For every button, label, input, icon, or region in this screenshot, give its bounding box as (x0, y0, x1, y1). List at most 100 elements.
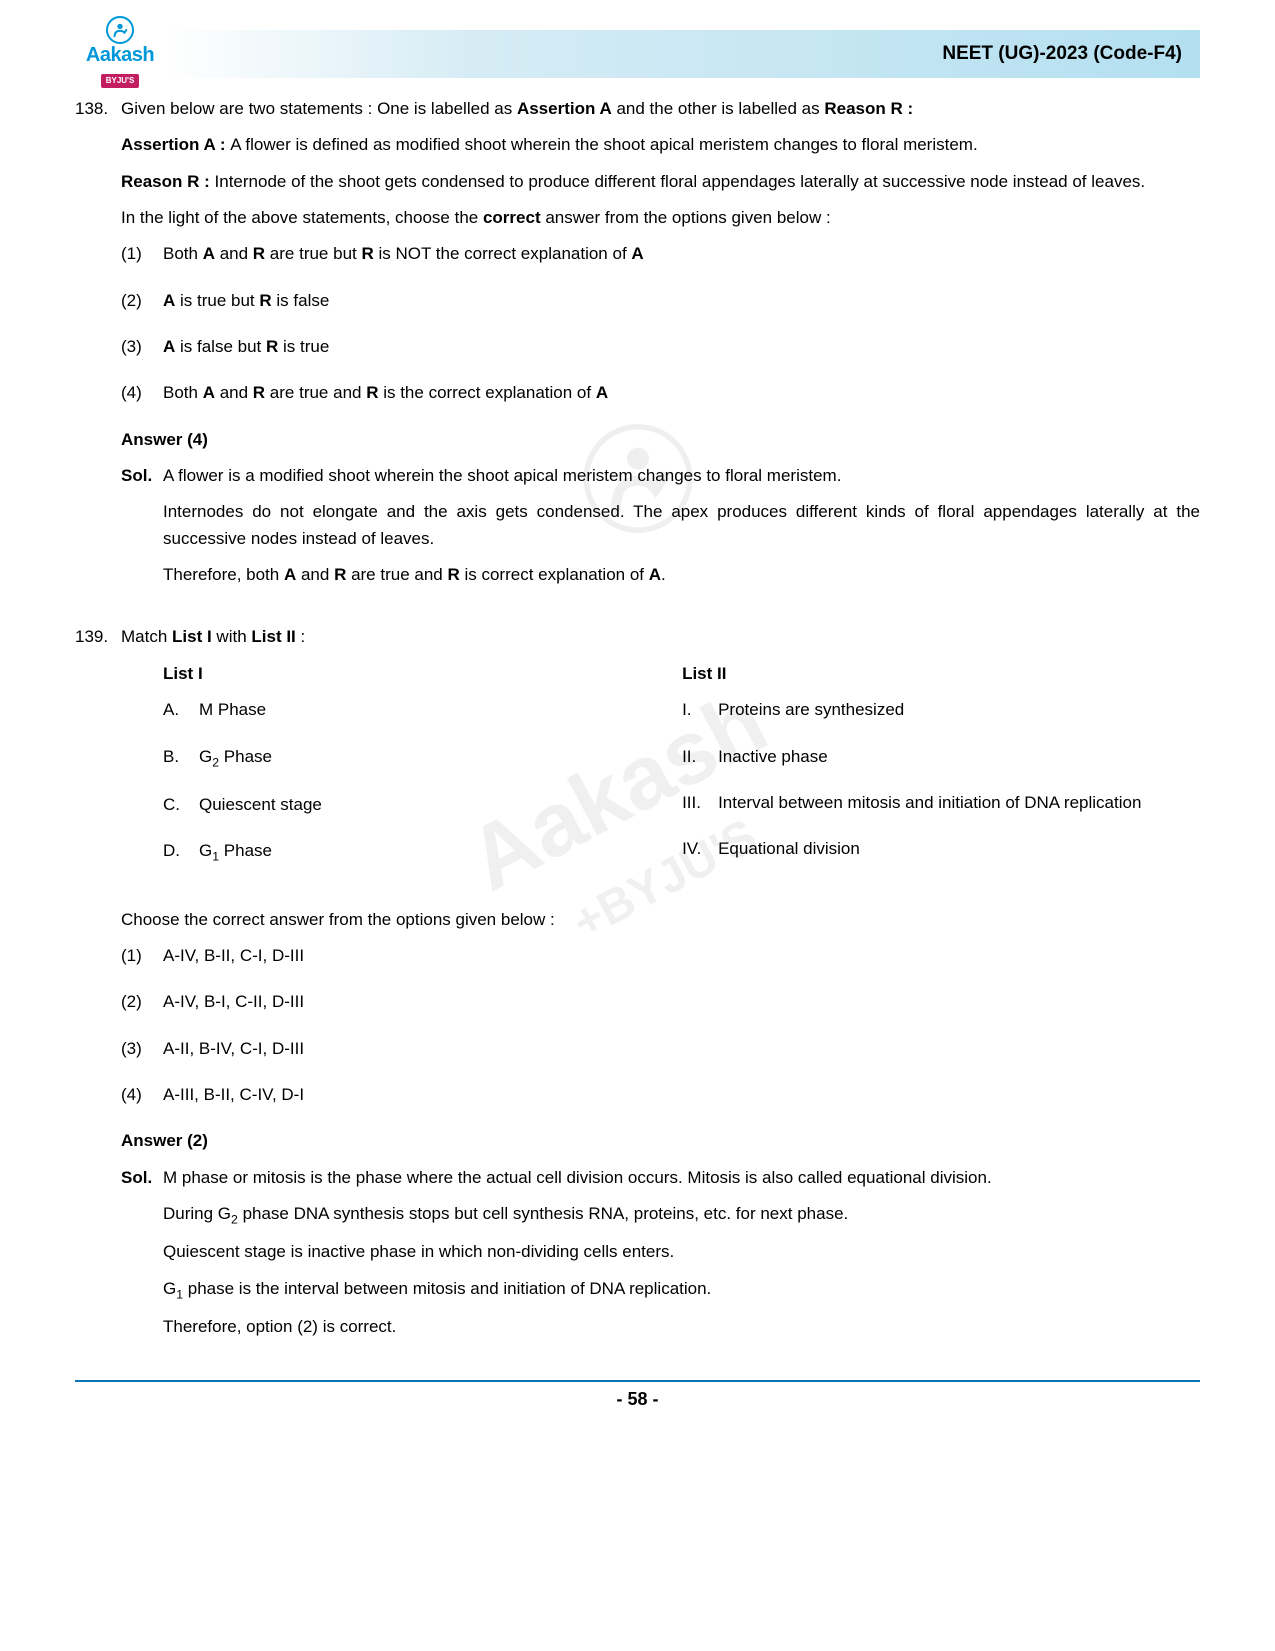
option-text: A-III, B-II, C-IV, D-I (163, 1082, 1200, 1108)
text: and (215, 244, 253, 263)
option-text: A is false but R is true (163, 334, 1200, 360)
bold-text: A (631, 244, 643, 263)
option-number: (2) (121, 989, 163, 1015)
option-number: (4) (121, 380, 163, 406)
option-text: A-IV, B-I, C-II, D-III (163, 989, 1200, 1015)
match-letter: II. (682, 744, 718, 770)
option-text: A-II, B-IV, C-I, D-III (163, 1036, 1200, 1062)
subscript: 2 (231, 1212, 238, 1226)
match-text: G1 Phase (199, 838, 682, 866)
bold-text: A (203, 244, 215, 263)
q138-prompt: In the light of the above statements, ch… (121, 205, 1200, 231)
option-2: (2) A is true but R is false (121, 288, 1200, 324)
text: G (199, 841, 212, 860)
option-1: (1)A-IV, B-II, C-I, D-III (121, 943, 1200, 979)
text: Phase (219, 841, 272, 860)
option-number: (3) (121, 334, 163, 360)
list-1-column: List I A.M Phase B.G2 Phase C.Quiescent … (121, 661, 682, 887)
solution-para: During G2 phase DNA synthesis stops but … (163, 1201, 1200, 1229)
match-text: Equational division (718, 836, 1200, 862)
option-number: (1) (121, 241, 163, 267)
logo-text: Aakash (75, 45, 165, 65)
text: phase is the interval between mitosis an… (183, 1279, 711, 1298)
brand-logo: Aakash BYJU'S (75, 16, 165, 91)
question-number: 139. (75, 624, 121, 1370)
bold-text: A (203, 383, 215, 402)
list-1-heading: List I (163, 661, 682, 687)
exam-code-title: NEET (UG)-2023 (Code-F4) (942, 39, 1182, 68)
text: is the correct explanation of (378, 383, 595, 402)
list-item: I.Proteins are synthesized (682, 697, 1200, 733)
bold-text: List I (172, 627, 212, 646)
match-text: G2 Phase (199, 744, 682, 772)
text: is NOT the correct explanation of (374, 244, 632, 263)
bold-text: R (259, 291, 271, 310)
option-text: Both A and R are true and R is the corre… (163, 380, 1200, 406)
text: and the other is labelled as (612, 99, 825, 118)
bold-text: R (366, 383, 378, 402)
match-text: Inactive phase (718, 744, 1200, 770)
list-2-heading: List II (682, 661, 1200, 687)
q138-answer: Answer (4) (121, 427, 1200, 453)
option-number: (1) (121, 943, 163, 969)
match-letter: A. (163, 697, 199, 723)
footer-divider (75, 1380, 1200, 1382)
text: are true and (265, 383, 366, 402)
option-text: Both A and R are true but R is NOT the c… (163, 241, 1200, 267)
bold-text: A (163, 337, 175, 356)
question-139: 139. Match List I with List II : List I … (75, 624, 1200, 1370)
list-item: A.M Phase (163, 697, 682, 733)
bold-text: R (266, 337, 278, 356)
solution-para: A flower is a modified shoot wherein the… (163, 463, 1200, 489)
solution-para: Internodes do not elongate and the axis … (163, 499, 1200, 552)
bold-text: Assertion A (517, 99, 612, 118)
page-number: - 58 - (75, 1386, 1200, 1414)
option-4: (4) Both A and R are true and R is the c… (121, 380, 1200, 416)
option-text: A-IV, B-II, C-I, D-III (163, 943, 1200, 969)
text: Given below are two statements : One is … (121, 99, 517, 118)
option-1: (1) Both A and R are true but R is NOT t… (121, 241, 1200, 277)
text: is true (278, 337, 329, 356)
solution-para: G1 phase is the interval between mitosis… (163, 1276, 1200, 1304)
match-letter: I. (682, 697, 718, 723)
question-138: 138. Given below are two statements : On… (75, 96, 1200, 618)
text: Match (121, 627, 172, 646)
text: is false but (175, 337, 266, 356)
bold-text: A (649, 565, 661, 584)
match-letter: III. (682, 790, 718, 816)
text: and (215, 383, 253, 402)
list-item: B.G2 Phase (163, 744, 682, 782)
option-text: A is true but R is false (163, 288, 1200, 314)
match-text: Interval between mitosis and initiation … (718, 790, 1200, 816)
text: In the light of the above statements, ch… (121, 208, 483, 227)
assertion-text: A flower is defined as modified shoot wh… (230, 135, 977, 154)
list-item: C.Quiescent stage (163, 792, 682, 828)
option-number: (3) (121, 1036, 163, 1062)
text: Both (163, 383, 203, 402)
match-text: M Phase (199, 697, 682, 723)
text: Both (163, 244, 203, 263)
match-text: Proteins are synthesized (718, 697, 1200, 723)
solution-para: Quiescent stage is inactive phase in whi… (163, 1239, 1200, 1265)
text: Therefore, both (163, 565, 284, 584)
bold-text: A (596, 383, 608, 402)
text: During G (163, 1204, 231, 1223)
option-3: (3)A-II, B-IV, C-I, D-III (121, 1036, 1200, 1072)
text: . (661, 565, 666, 584)
bold-text: R (361, 244, 373, 263)
text: Phase (219, 747, 272, 766)
assertion-label: Assertion A : (121, 135, 230, 154)
text: is false (272, 291, 330, 310)
q139-answer: Answer (2) (121, 1128, 1200, 1154)
text: is true but (175, 291, 259, 310)
bold-text: A (163, 291, 175, 310)
q139-intro: Match List I with List II : (121, 624, 1200, 650)
match-letter: B. (163, 744, 199, 770)
solution-para: Therefore, option (2) is correct. (163, 1314, 1200, 1340)
solution-label: Sol. (121, 463, 163, 598)
match-text: Quiescent stage (199, 792, 682, 818)
reason-text: Internode of the shoot gets condensed to… (215, 172, 1146, 191)
list-item: D.G1 Phase (163, 838, 682, 876)
bold-text: R (334, 565, 346, 584)
solution-para: Therefore, both A and R are true and R i… (163, 562, 1200, 588)
